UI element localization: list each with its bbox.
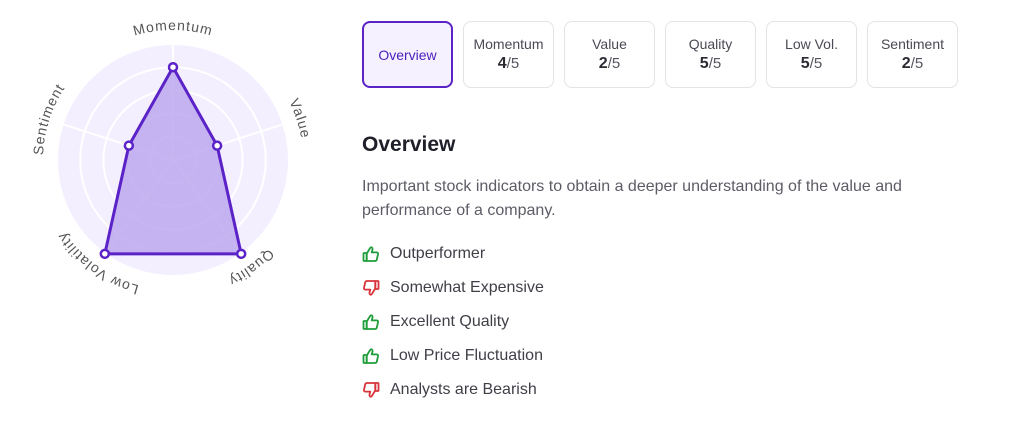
score-value: 5 (699, 55, 709, 72)
tab-label: Sentiment (880, 36, 945, 52)
tab-score: 2/5 (902, 54, 923, 74)
score-denominator: /5 (607, 55, 621, 72)
factor-text: Analysts are Bearish (390, 381, 537, 398)
section-description: Important stock indicators to obtain a d… (362, 178, 902, 219)
factor-item: Somewhat Expensive (362, 271, 1002, 305)
radar-score-point (99, 248, 111, 260)
factor-item: Analysts are Bearish (362, 373, 1002, 407)
score-value: 2 (901, 55, 911, 72)
score-tabs: Overview Momentum 4/5 Value 2/5 Quality … (362, 21, 968, 88)
thumbs-down-icon (363, 280, 380, 296)
tab-score: 5/5 (801, 54, 822, 74)
thumbs-up-icon (362, 348, 379, 364)
tab-label: Value (592, 36, 627, 52)
factor-text: Excellent Quality (390, 313, 510, 330)
score-denominator: /5 (809, 55, 823, 72)
score-value: 5 (800, 55, 810, 72)
tab-score: 4/5 (498, 54, 519, 74)
factor-item: Excellent Quality (362, 305, 1002, 339)
thumbs-down-icon (363, 382, 380, 398)
thumbs-up-icon (362, 314, 379, 330)
tab-score: 5/5 (700, 54, 721, 74)
radar-axis-label: Momentum (131, 17, 215, 39)
factor-text: Somewhat Expensive (390, 279, 544, 296)
factor-item: Low Price Fluctuation (362, 339, 1002, 373)
overview-panel: Overview Important stock indicators to o… (362, 130, 1002, 407)
tab-momentum[interactable]: Momentum 4/5 (463, 21, 554, 88)
factor-text: Outperformer (390, 245, 486, 262)
factor-item: Outperformer (362, 237, 1002, 271)
tab-label: Quality (688, 36, 733, 52)
score-denominator: /5 (708, 55, 722, 72)
tab-label: Low Vol. (785, 36, 838, 52)
radar-axis-label-text: Momentum (131, 17, 214, 39)
radar-axis-label-text: Value (286, 96, 313, 140)
radar-axis-label: Value (286, 96, 314, 140)
thumbs-up-icon (362, 246, 379, 262)
radar-score-point (167, 61, 179, 73)
radar-score-point (235, 248, 247, 260)
tab-label: Overview (378, 46, 437, 63)
score-value: 4 (497, 55, 507, 72)
radar-score-area (103, 65, 243, 256)
tab-overview[interactable]: Overview (362, 21, 453, 88)
section-title: Overview (362, 133, 456, 156)
score-value: 2 (598, 55, 608, 72)
tab-sentiment[interactable]: Sentiment 2/5 (867, 21, 958, 88)
factor-text: Low Price Fluctuation (390, 347, 543, 364)
tab-value[interactable]: Value 2/5 (564, 21, 655, 88)
score-denominator: /5 (506, 55, 520, 72)
radar-score-point (123, 140, 135, 151)
radar-score-point (211, 140, 223, 151)
tab-quality[interactable]: Quality 5/5 (665, 21, 756, 88)
tab-score: 2/5 (599, 54, 620, 74)
score-denominator: /5 (910, 55, 924, 72)
tab-low-volatility[interactable]: Low Vol. 5/5 (766, 21, 857, 88)
factor-list: Outperformer Somewhat Expensive Excellen… (362, 237, 1002, 407)
tab-label: Momentum (473, 36, 544, 52)
